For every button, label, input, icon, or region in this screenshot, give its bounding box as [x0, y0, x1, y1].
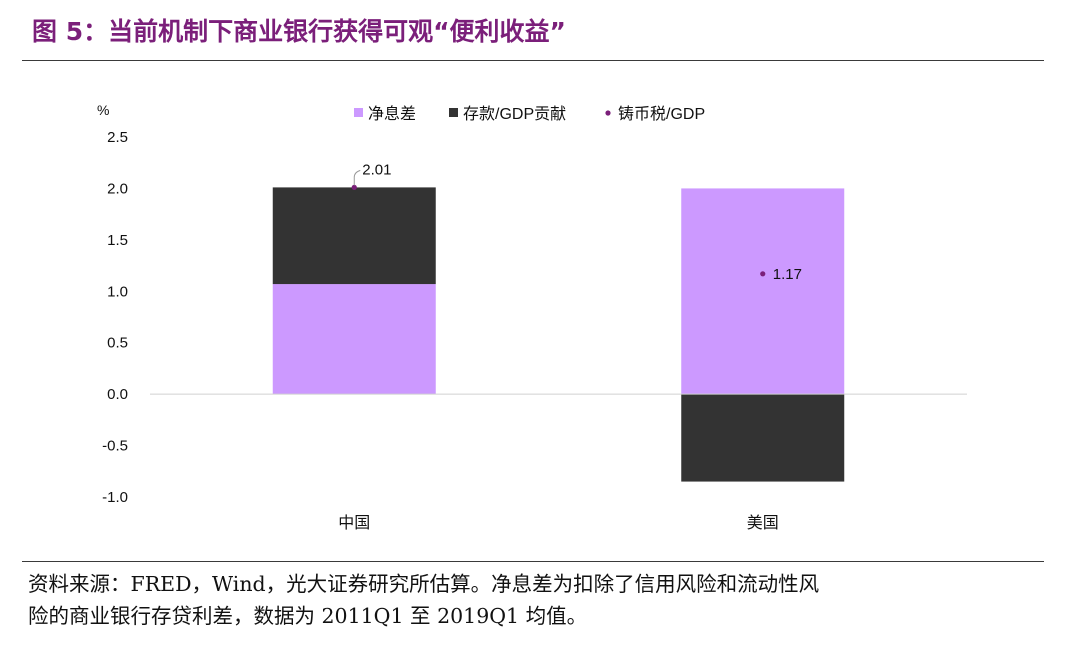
- x-category-label: 中国: [338, 514, 370, 532]
- y-tick-label: 0.0: [107, 386, 128, 403]
- bar-segment: [681, 188, 845, 395]
- x-axis: 中国 美国: [338, 514, 779, 532]
- x-category-label: 美国: [747, 514, 779, 532]
- y-tick-label: 2.0: [107, 180, 128, 197]
- bar-segment: [272, 284, 436, 395]
- legend: 净息差 存款/GDP贡献 铸币税/GDP: [354, 105, 705, 123]
- y-tick-label: 2.5: [107, 129, 128, 146]
- point-label: 1.17: [773, 266, 802, 283]
- bar-segment: [272, 187, 436, 285]
- source-note: 资料来源：FRED，Wind，光大证券研究所估算。净息差为扣除了信用风险和流动性…: [28, 568, 1048, 632]
- y-tick-label: 1.5: [107, 232, 128, 249]
- y-tick-label: -1.0: [102, 489, 128, 506]
- legend-swatch: [354, 108, 363, 117]
- top-divider: [22, 60, 1044, 61]
- source-note-line-2: 险的商业银行存贷利差，数据为 2011Q1 至 2019Q1 均值。: [28, 604, 588, 628]
- legend-label: 净息差: [368, 105, 416, 123]
- legend-label: 存款/GDP贡献: [463, 105, 566, 123]
- source-note-line-1: 资料来源：FRED，Wind，光大证券研究所估算。净息差为扣除了信用风险和流动性…: [28, 572, 820, 596]
- bars: [272, 187, 845, 482]
- legend-label: 铸币税/GDP: [618, 105, 705, 123]
- legend-swatch: [449, 108, 458, 117]
- figure-title: 图 5：当前机制下商业银行获得可观“便利收益”: [32, 17, 566, 46]
- point-label: 2.01: [362, 161, 391, 178]
- y-unit-label: %: [97, 102, 109, 118]
- points: 2.01 1.17: [351, 161, 802, 283]
- y-axis: 2.5 2.0 1.5 1.0 0.5 0.0 -0.5 -1.0: [102, 129, 128, 506]
- leader-line: [353, 169, 361, 186]
- y-tick-label: -0.5: [102, 438, 128, 455]
- y-tick-label: 0.5: [107, 335, 128, 352]
- point-marker: [351, 184, 357, 190]
- legend-swatch: [605, 110, 611, 116]
- stacked-bar-chart: % 净息差 存款/GDP贡献 铸币税/GDP 2.5 2.0 1.5 1.0 0.5 0.0 -…: [97, 102, 967, 532]
- y-tick-label: 1.0: [107, 283, 128, 300]
- point-marker: [760, 271, 766, 277]
- bar-segment: [681, 394, 845, 482]
- bottom-divider: [22, 561, 1044, 562]
